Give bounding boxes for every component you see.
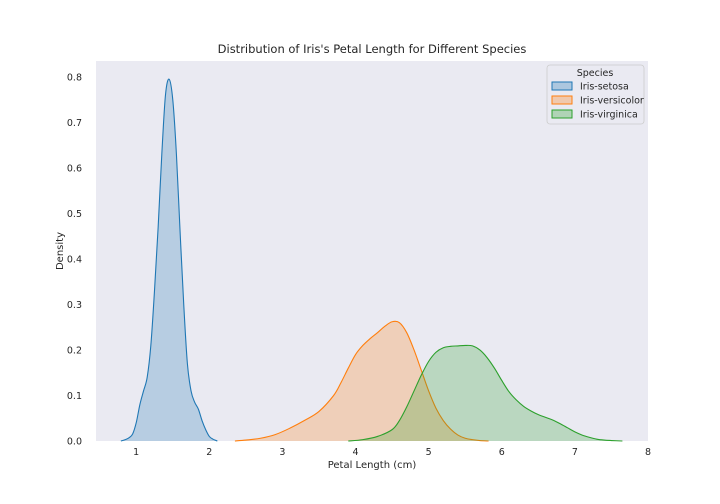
y-tick-label: 0.0 [67,437,82,448]
x-tick-label: 2 [206,447,212,458]
x-tick-label: 6 [499,447,505,458]
chart-title: Distribution of Iris's Petal Length for … [218,42,527,56]
x-tick-labels: 1 2 3 4 5 6 7 8 [133,447,651,458]
legend-title: Species [577,68,614,79]
density-line-iris-versicolor [234,320,489,442]
y-tick-label: 0.2 [67,345,82,356]
legend-box [546,64,645,125]
y-tick-label: 0.8 [67,72,82,83]
y-tick-label: 0.5 [67,209,82,220]
legend-label: Iris-setosa [580,82,629,93]
density-line-iris-virginica [348,344,623,442]
legend-label: Iris-virginica [580,110,638,121]
x-tick-label: 7 [572,447,578,458]
legend-swatch [551,95,573,105]
y-tick-label: 0.4 [67,254,82,265]
x-axis-label: Petal Length (cm) [328,460,417,471]
y-tick-label: 0.6 [67,163,82,174]
density-area-iris-setosa [120,79,218,441]
x-tick-label: 8 [645,447,651,458]
density-line-iris-setosa [120,78,218,442]
legend: Species Iris-setosa Iris-versicolor Iris-v… [546,64,645,125]
x-tick-label: 5 [426,447,432,458]
x-tick-label: 1 [133,447,139,458]
y-axis-label: Density [55,232,66,270]
y-tick-labels: 0.0 0.1 0.2 0.3 0.4 0.5 0.6 0.7 0.8 [67,72,82,447]
y-tick-label: 0.1 [67,391,82,402]
y-tick-label: 0.7 [67,118,82,129]
density-area-iris-versicolor [234,321,489,441]
density-areas [120,78,623,442]
y-tick-label: 0.3 [67,300,82,311]
x-tick-label: 3 [279,447,285,458]
legend-swatch [551,109,573,119]
density-area-iris-virginica [348,345,623,441]
legend-swatch [551,81,573,91]
legend-entries: Iris-setosa Iris-versicolor Iris-virginica [551,81,644,121]
legend-label: Iris-versicolor [580,96,644,107]
x-tick-label: 4 [353,447,359,458]
